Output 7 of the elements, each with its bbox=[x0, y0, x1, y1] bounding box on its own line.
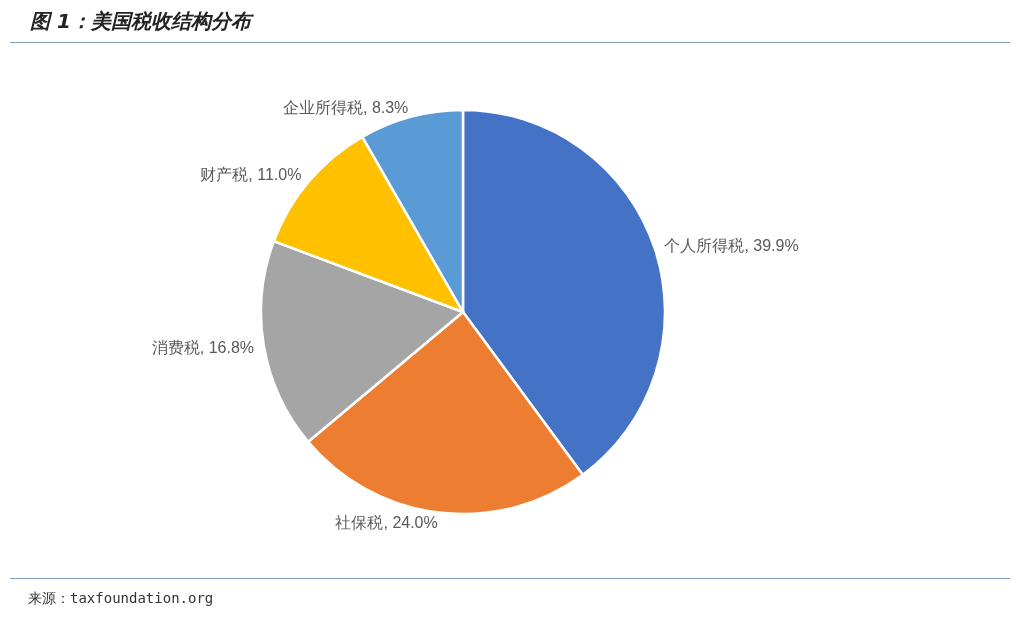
source-note: 来源：taxfoundation.org bbox=[28, 590, 214, 608]
slice-label: 消费税, 16.8% bbox=[151, 339, 255, 357]
slice-label: 财产税, 11.0% bbox=[200, 166, 302, 184]
chart-title: 图 1：美国税收结构分布 bbox=[30, 8, 255, 35]
slice-label: 个人所得税, 39.9% bbox=[664, 237, 799, 255]
slice-label: 企业所得税, 8.3% bbox=[282, 98, 409, 116]
slice-label: 社保税, 24.0% bbox=[335, 513, 438, 531]
